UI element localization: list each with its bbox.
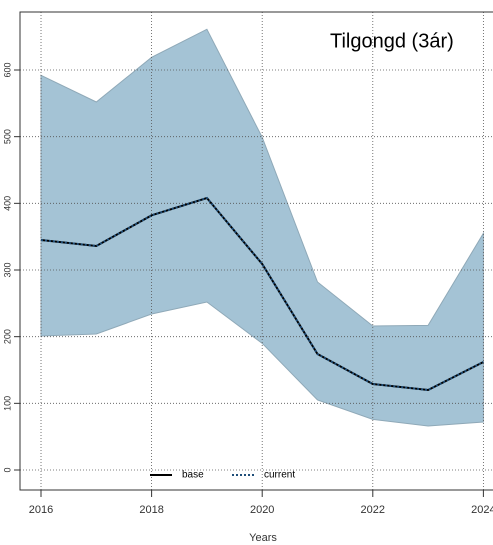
x-tick-label: 2016 — [29, 504, 53, 516]
y-tick-label: 600 — [2, 62, 12, 77]
x-axis-label: Years — [249, 532, 277, 544]
y-tick-label: 100 — [2, 396, 12, 411]
band — [40, 28, 484, 427]
y-tick-label: 0 — [2, 467, 12, 472]
x-tick-label: 2020 — [250, 504, 274, 516]
x-tick-label: 2024 — [471, 504, 493, 516]
x-tick-label: 2022 — [361, 504, 385, 516]
legend-label: current — [264, 470, 295, 481]
x-tick-label: 2018 — [139, 504, 163, 516]
chart-title: Tilgongd (3ár) — [330, 30, 454, 52]
y-tick-label: 300 — [2, 262, 12, 277]
y-tick-label: 200 — [2, 329, 12, 344]
line — [40, 196, 484, 392]
axis-frame — [19, 11, 493, 491]
y-tick-label: 500 — [2, 129, 12, 144]
y-tick-label: 400 — [2, 196, 12, 211]
legend-label: base — [182, 470, 204, 481]
